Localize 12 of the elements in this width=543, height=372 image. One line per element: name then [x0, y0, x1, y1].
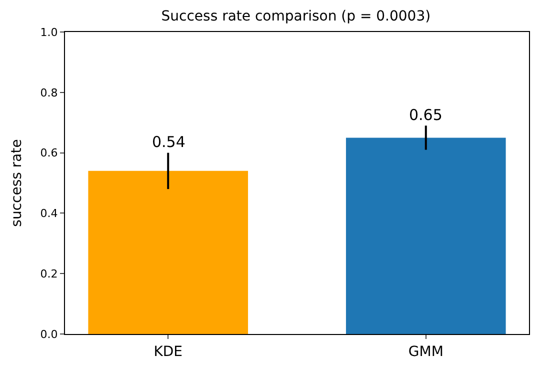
y-tick-label: 0.6 [40, 146, 58, 160]
y-axis-title: success rate [8, 139, 25, 227]
y-tick-label: 0.0 [40, 328, 58, 341]
y-tick-label: 0.4 [40, 207, 58, 220]
data-label: 0.65 [409, 106, 442, 124]
x-tick-label: KDE [154, 344, 183, 360]
y-tick-label: 0.8 [40, 86, 58, 100]
x-tick-label: GMM [408, 344, 444, 360]
y-tick-label: 1.0 [40, 26, 58, 39]
data-label: 0.54 [152, 133, 186, 151]
y-tick-label: 0.2 [40, 267, 58, 280]
chart-title: Success rate comparison (p = 0.0003) [161, 8, 431, 24]
